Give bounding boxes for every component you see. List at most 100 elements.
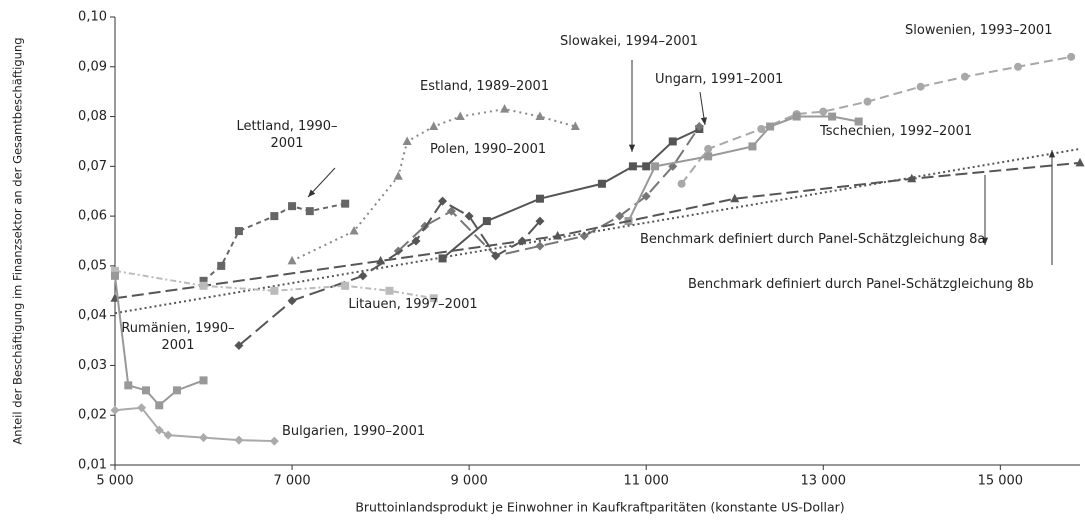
marker bbox=[500, 104, 510, 113]
marker bbox=[376, 255, 386, 265]
marker bbox=[199, 433, 209, 443]
marker bbox=[141, 386, 150, 395]
marker bbox=[464, 211, 474, 221]
series-label: Litauen, 1997–2001 bbox=[348, 297, 478, 312]
series-label: Ungarn, 1991–2001 bbox=[655, 72, 784, 87]
x-tick-label: 7 000 bbox=[273, 474, 310, 489]
series-label: Slowenien, 1993–2001 bbox=[905, 23, 1053, 38]
arrow-head bbox=[628, 144, 636, 152]
y-axis-label: Anteil der Beschäftigung im Finanzsektor… bbox=[11, 37, 25, 444]
marker bbox=[305, 207, 314, 216]
marker bbox=[482, 217, 491, 226]
marker bbox=[438, 254, 447, 263]
series-label: Benchmark definiert durch Panel-Schätzgl… bbox=[688, 277, 1034, 292]
series-line bbox=[441, 128, 700, 260]
marker bbox=[111, 271, 119, 280]
marker bbox=[641, 191, 651, 201]
series-line bbox=[627, 115, 859, 222]
marker bbox=[535, 216, 545, 226]
marker bbox=[694, 122, 704, 132]
marker bbox=[429, 121, 439, 131]
series-line bbox=[397, 125, 701, 258]
marker bbox=[704, 144, 713, 153]
series-label: Lettland, 1990–2001 bbox=[236, 119, 338, 151]
marker bbox=[217, 261, 226, 270]
series-line bbox=[114, 161, 1081, 300]
y-tick-label: 0,10 bbox=[78, 10, 107, 25]
marker bbox=[137, 403, 147, 413]
marker bbox=[757, 125, 766, 133]
marker bbox=[1014, 62, 1023, 71]
marker bbox=[597, 179, 606, 188]
marker bbox=[579, 231, 589, 241]
marker bbox=[172, 386, 181, 395]
marker bbox=[199, 276, 208, 285]
marker bbox=[287, 296, 297, 306]
marker bbox=[393, 171, 403, 180]
x-tick-label: 15 000 bbox=[978, 474, 1024, 489]
marker bbox=[730, 193, 740, 203]
marker bbox=[234, 435, 244, 445]
marker bbox=[270, 286, 279, 295]
marker bbox=[907, 173, 917, 183]
series-line bbox=[114, 406, 275, 443]
marker bbox=[628, 162, 637, 171]
marker bbox=[677, 179, 686, 188]
x-tick-label: 9 000 bbox=[451, 474, 488, 489]
marker bbox=[819, 107, 828, 116]
marker bbox=[269, 436, 279, 446]
marker bbox=[199, 281, 208, 290]
marker bbox=[570, 121, 580, 131]
marker bbox=[455, 111, 465, 121]
arrow-head bbox=[1048, 150, 1056, 158]
y-tick-label: 0,05 bbox=[78, 258, 107, 273]
marker bbox=[535, 194, 544, 203]
marker bbox=[863, 97, 872, 106]
marker bbox=[402, 136, 412, 145]
marker bbox=[288, 202, 297, 211]
marker bbox=[411, 236, 421, 246]
marker bbox=[199, 376, 208, 385]
marker bbox=[1067, 52, 1076, 61]
marker bbox=[766, 122, 775, 131]
marker bbox=[341, 281, 350, 290]
marker bbox=[828, 112, 837, 121]
series-line bbox=[238, 199, 541, 347]
marker bbox=[341, 199, 350, 208]
marker bbox=[270, 212, 279, 221]
marker bbox=[960, 72, 969, 81]
series-line bbox=[114, 147, 1081, 315]
marker bbox=[163, 430, 173, 440]
y-tick-label: 0,08 bbox=[78, 109, 107, 124]
arrow-head bbox=[981, 237, 989, 245]
series-line bbox=[114, 269, 434, 300]
arrow-head bbox=[308, 189, 316, 197]
x-tick-label: 13 000 bbox=[801, 474, 847, 489]
marker bbox=[234, 227, 243, 236]
x-tick-label: 5 000 bbox=[96, 474, 133, 489]
marker bbox=[110, 405, 120, 415]
marker bbox=[155, 401, 164, 410]
marker bbox=[535, 111, 545, 121]
marker bbox=[385, 286, 394, 295]
marker bbox=[748, 142, 757, 151]
marker bbox=[446, 206, 456, 216]
marker bbox=[642, 162, 651, 171]
series-label: Polen, 1990–2001 bbox=[430, 142, 547, 157]
series-label: Rumänien, 1990–2001 bbox=[121, 321, 235, 353]
marker bbox=[349, 226, 359, 235]
y-tick-label: 0,03 bbox=[78, 358, 107, 373]
marker bbox=[234, 341, 244, 351]
x-tick-label: 11 000 bbox=[623, 474, 669, 489]
marker bbox=[615, 211, 625, 221]
marker bbox=[535, 241, 545, 251]
series-line bbox=[680, 55, 1072, 185]
y-tick-label: 0,06 bbox=[78, 209, 107, 224]
marker bbox=[792, 112, 801, 121]
marker bbox=[111, 266, 119, 275]
marker bbox=[358, 271, 368, 281]
series-label: Estland, 1989–2001 bbox=[420, 79, 550, 94]
marker bbox=[651, 162, 660, 171]
